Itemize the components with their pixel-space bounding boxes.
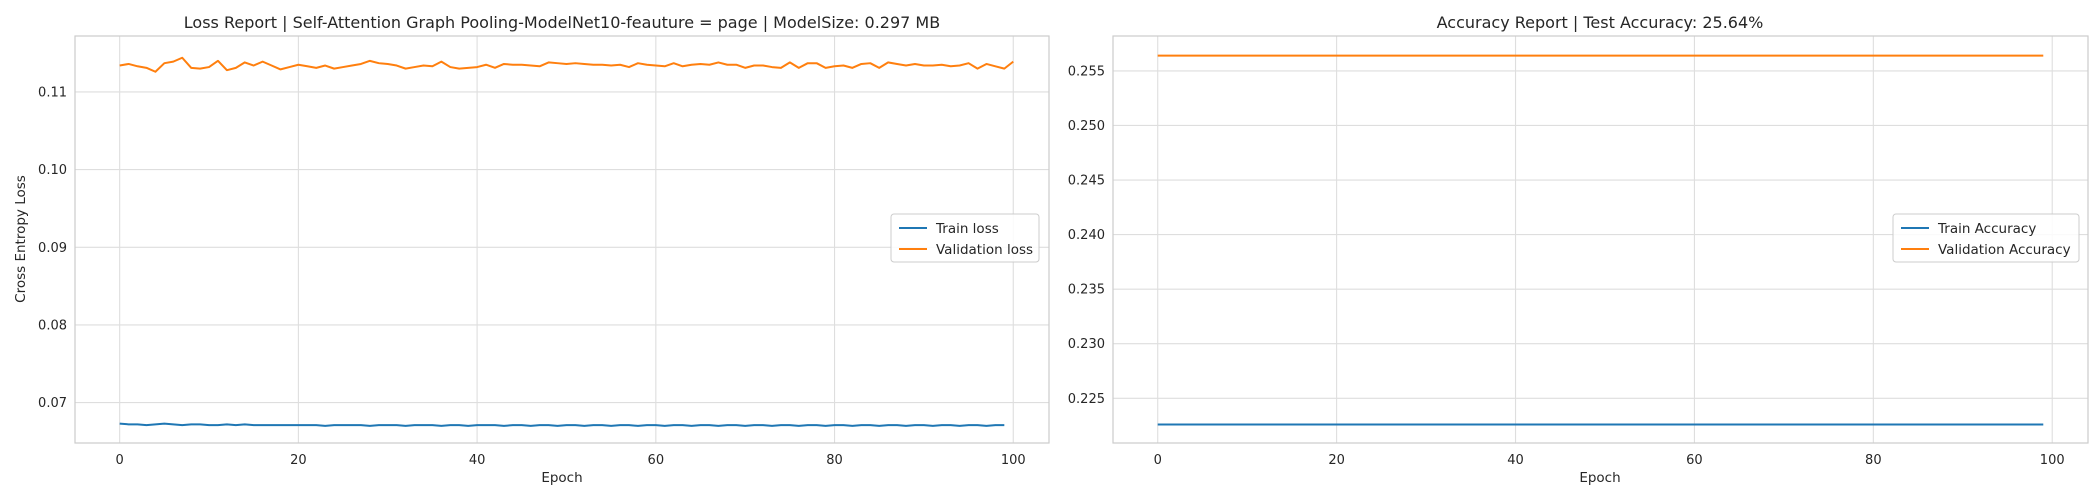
loss-x-tick-label: 100 [1001, 453, 1026, 468]
loss-x-tick-label: 20 [290, 453, 307, 468]
loss-y-tick-label: 0.11 [38, 85, 67, 100]
loss-x-tick-label: 80 [826, 453, 843, 468]
loss-chart-title: Loss Report | Self-Attention Graph Pooli… [184, 13, 940, 32]
accuracy-panel: 0 20 40 60 80 100 0.225 0.230 0.235 0.240 0.245 0.2… [1068, 13, 2089, 486]
accuracy-axes-frame [1112, 35, 2089, 444]
accuracy-x-tick-label: 80 [1865, 453, 1882, 468]
loss-series [119, 56, 1014, 427]
loss-y-tick-label: 0.10 [38, 163, 67, 178]
accuracy-y-tick-label: 0.250 [1068, 119, 1105, 134]
loss-legend: Train loss Validation loss [890, 213, 1040, 263]
accuracy-x-tick-label: 100 [2040, 453, 2065, 468]
accuracy-y-tick-label: 0.230 [1068, 337, 1105, 352]
accuracy-spines [1112, 35, 2089, 444]
loss-ticks: 0 20 40 60 80 100 0.07 0.08 0.09 0.10 0.11 [38, 85, 1026, 468]
loss-series-line-validation [119, 56, 1014, 73]
loss-grid [75, 36, 1049, 443]
accuracy-x-axis-label: Epoch [1579, 470, 1620, 486]
loss-series-line-train [119, 422, 1005, 427]
loss-axes-frame [74, 35, 1050, 444]
accuracy-y-tick-label: 0.245 [1068, 174, 1105, 189]
loss-spines [74, 35, 1050, 444]
loss-legend-train-label: Train loss [935, 221, 999, 237]
accuracy-x-tick-label: 0 [1154, 453, 1162, 468]
accuracy-series [1157, 54, 2044, 426]
accuracy-legend-validation-label: Validation Accuracy [1938, 242, 2071, 258]
loss-legend-box [890, 213, 1040, 263]
accuracy-x-tick-label: 40 [1507, 453, 1524, 468]
accuracy-legend-train-label: Train Accuracy [1937, 221, 2036, 237]
loss-x-tick-label: 0 [116, 453, 124, 468]
accuracy-y-tick-label: 0.225 [1068, 392, 1105, 407]
loss-y-axis-label: Cross Entropy Loss [13, 175, 29, 303]
accuracy-chart-title: Accuracy Report | Test Accuracy: 25.64% [1437, 13, 1764, 32]
accuracy-legend-box [1892, 213, 2080, 263]
accuracy-y-tick-label: 0.255 [1068, 64, 1105, 79]
accuracy-ticks: 0 20 40 60 80 100 0.225 0.230 0.235 0.240 0.245 0.2… [1068, 64, 2065, 468]
loss-x-tick-label: 60 [648, 453, 665, 468]
loss-panel: 0 20 40 60 80 100 0.07 0.08 0.09 0.10 0.11 Loss Re… [13, 13, 1050, 486]
accuracy-y-tick-label: 0.240 [1068, 228, 1105, 243]
accuracy-x-tick-label: 60 [1686, 453, 1703, 468]
loss-y-tick-label: 0.07 [38, 396, 67, 411]
accuracy-y-tick-label: 0.235 [1068, 283, 1105, 298]
loss-plot-area [75, 36, 1049, 443]
loss-x-axis-label: Epoch [541, 470, 582, 486]
loss-y-tick-label: 0.08 [38, 318, 67, 333]
loss-legend-validation-label: Validation loss [936, 242, 1033, 258]
loss-y-tick-label: 0.09 [38, 241, 67, 256]
loss-x-tick-label: 40 [469, 453, 486, 468]
accuracy-x-tick-label: 20 [1328, 453, 1345, 468]
accuracy-legend: Train Accuracy Validation Accuracy [1892, 213, 2080, 263]
